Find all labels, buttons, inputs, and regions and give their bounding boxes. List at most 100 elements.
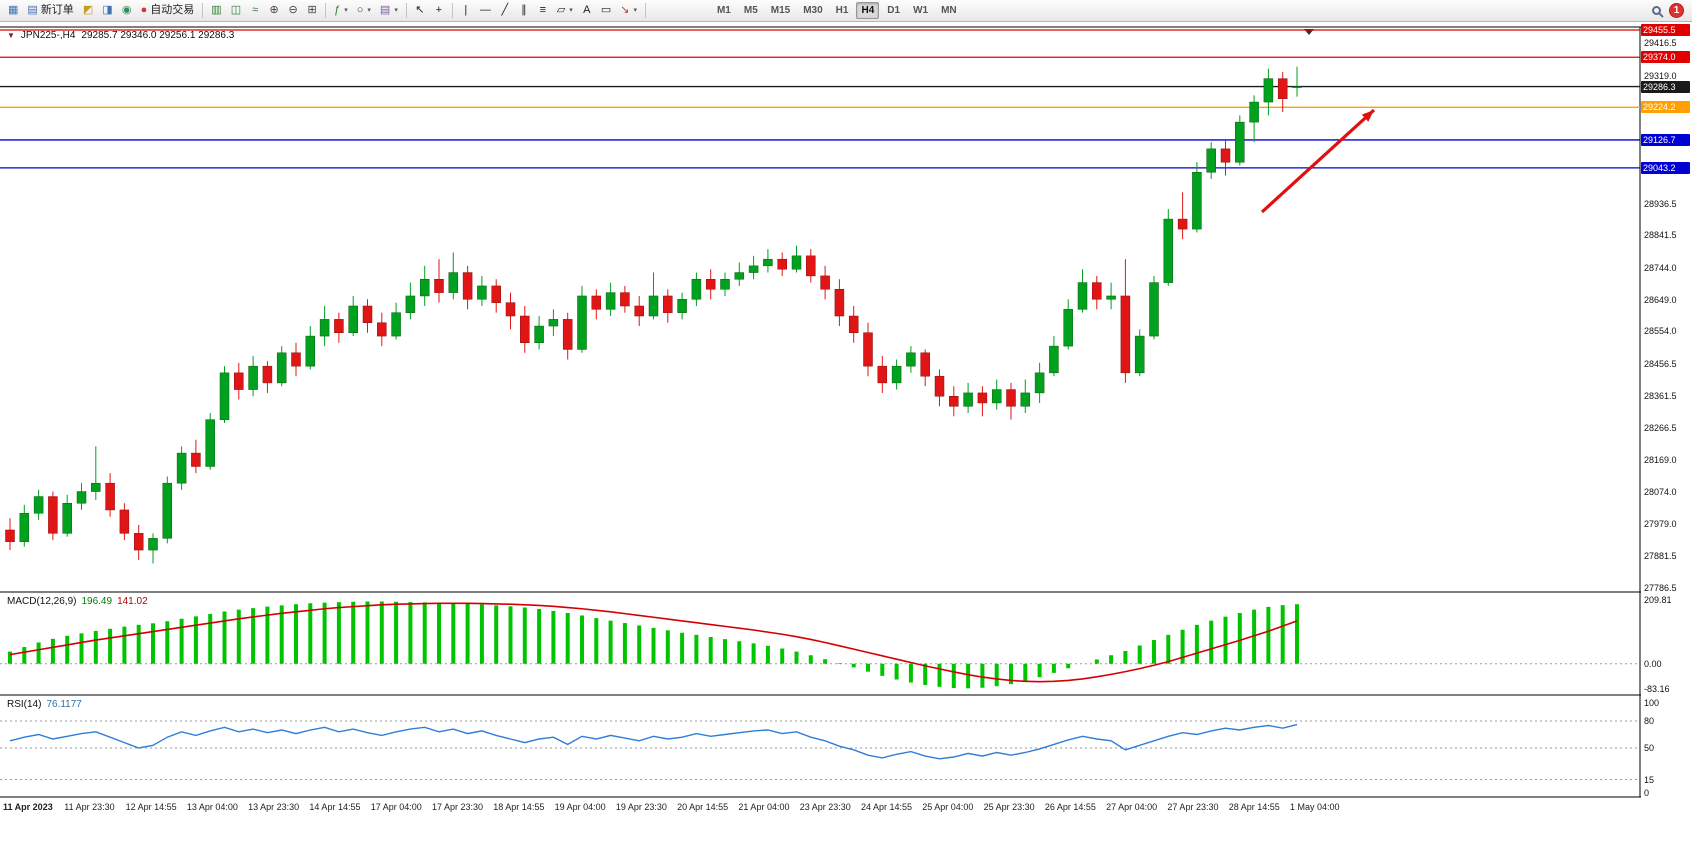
autotrading-button[interactable]: ● 自动交易 (137, 2, 199, 20)
market-watch-icon: ◩ (82, 4, 94, 16)
time-label: 27 Apr 04:00 (1106, 802, 1158, 812)
text-button[interactable]: A (578, 2, 596, 20)
horizontal-line-icon: ― (479, 4, 491, 16)
timeframe-M15[interactable]: M15 (770, 5, 791, 16)
price-scale[interactable]: 29416.5 29319.0 28936.5 28841.5 28744.0 28649… (1641, 22, 1692, 850)
time-label: 17 Apr 04:00 (370, 802, 422, 812)
vertical-line-button[interactable]: | (457, 2, 475, 20)
macd-indicator-label: MACD(12,26,9) 196.49 141.02 (7, 596, 148, 607)
trend-arrow[interactable] (1260, 108, 1376, 214)
rsi-indicator-label: RSI(14) 76.1177 (7, 699, 82, 710)
tile-windows-button[interactable]: ⊞ (303, 2, 321, 20)
toolbar: ▦ ▤ 新订单 ◩ ◨ ◉ ● 自动交易 ▥ ◫ ≈ ⊕ ⊖ ⊞ ƒ ▾ ○ ▾ ▤ ▾ ↖ + | ― ╱ ∥ ≡ ▱ ▾ A ▭ ↘ ▾ M1… (0, 0, 1692, 22)
horizontal-line-button[interactable]: ― (476, 2, 495, 20)
time-label: 23 Apr 23:30 (799, 802, 851, 812)
ohlc-values: 29285.7 29346.0 29256.1 29286.3 (81, 30, 235, 41)
price-tag: 29455.5 (1641, 24, 1690, 36)
timeframe-H4[interactable]: H4 (856, 2, 880, 19)
data-window-button[interactable]: ◨ (98, 2, 116, 20)
channel-icon: ∥ (521, 4, 527, 16)
line-chart-button[interactable]: ≈ (246, 2, 264, 20)
zoom-in-button[interactable]: ⊕ (265, 2, 283, 20)
line-chart-icon: ≈ (252, 4, 259, 16)
symbol-info: ▼ JPN225-,H4 29285.7 29346.0 29256.1 292… (7, 30, 234, 41)
candles-layer (5, 66, 1302, 564)
time-label: 26 Apr 14:55 (1044, 802, 1096, 812)
price-tick: 28554.0 (1644, 326, 1677, 337)
price-tick: 28361.5 (1644, 390, 1677, 401)
new-chart-icon: ▦ (8, 4, 19, 16)
channel-button[interactable]: ∥ (515, 2, 533, 20)
timeframe-W1[interactable]: W1 (913, 5, 929, 16)
new-order-icon: ▤ (27, 4, 38, 16)
navigator-button[interactable]: ◉ (118, 2, 136, 20)
candlestick-chart-button[interactable]: ◫ (227, 2, 245, 20)
horizontal-lines (0, 29, 1640, 169)
market-watch-button[interactable]: ◩ (79, 2, 97, 20)
zoom-out-button[interactable]: ⊖ (284, 2, 302, 20)
timeframe-D1[interactable]: D1 (887, 5, 901, 16)
timeframe-M1[interactable]: M1 (716, 5, 731, 16)
toolbar-separator (202, 3, 204, 18)
price-tick: 28649.0 (1644, 294, 1677, 305)
fibonacci-button[interactable]: ≡ (534, 2, 552, 20)
time-label: 18 Apr 14:55 (493, 802, 545, 812)
bars-chart-button[interactable]: ▥ (207, 2, 225, 20)
fibonacci-icon: ≡ (539, 4, 547, 16)
price-tick: 28456.5 (1644, 358, 1677, 369)
shapes-icon: ▱ (556, 4, 566, 16)
search-icon[interactable] (1652, 6, 1661, 15)
rsi-axis-label: 15 (1644, 774, 1655, 785)
time-label: 19 Apr 23:30 (615, 802, 667, 812)
timeframe-MN[interactable]: MN (941, 5, 957, 16)
tile-windows-icon: ⊞ (307, 4, 317, 16)
price-tick: 28841.5 (1644, 230, 1677, 241)
time-label: 13 Apr 04:00 (186, 802, 238, 812)
time-label: 25 Apr 04:00 (922, 802, 974, 812)
periods-button[interactable]: ○ ▾ (353, 2, 375, 20)
chevron-down-icon: ▾ (633, 7, 637, 14)
macd-axis-max: 209.81 (1644, 595, 1672, 605)
rsi-axis-label: 0 (1644, 788, 1650, 798)
time-label: 11 Apr 23:30 (64, 802, 115, 812)
arrows-icon: ↘ (620, 4, 630, 16)
indicators-button[interactable]: ƒ ▾ (330, 2, 352, 20)
timeframe-H1[interactable]: H1 (835, 5, 849, 16)
chevron-down-icon: ▾ (344, 7, 348, 14)
shapes-button[interactable]: ▱ ▾ (553, 2, 577, 20)
time-label: 13 Apr 23:30 (248, 802, 300, 812)
new-chart-button[interactable]: ▦ (4, 2, 22, 20)
cursor-button[interactable]: ↖ (411, 2, 429, 20)
timeframe-M5[interactable]: M5 (743, 5, 758, 16)
price-tick: 29416.5 (1644, 38, 1677, 49)
cursor-icon: ↖ (415, 4, 425, 16)
trendline-button[interactable]: ╱ (496, 2, 514, 20)
price-tag: 29126.7 (1641, 133, 1690, 146)
price-tick: 29319.0 (1644, 70, 1677, 81)
text-label-button[interactable]: ▭ (597, 2, 615, 20)
toolbar-separator (451, 3, 453, 18)
crosshair-button[interactable]: + (430, 2, 448, 20)
chart-dropdown-icon[interactable]: ▼ (7, 31, 15, 40)
time-label: 27 Apr 23:30 (1167, 802, 1219, 812)
macd-axis-zero: 0.00 (1644, 658, 1662, 669)
time-label: 11 Apr 2023 (3, 802, 53, 812)
price-tick: 28169.0 (1644, 455, 1677, 466)
candlestick-chart-icon: ◫ (230, 4, 242, 16)
time-axis[interactable]: 11 Apr 2023 11 Apr 23:30 12 Apr 14:55 13 Ap… (0, 799, 1640, 817)
new-order-button[interactable]: ▤ 新订单 (23, 2, 77, 20)
notification-badge[interactable]: 1 (1669, 3, 1684, 18)
price-tick: 27881.5 (1644, 551, 1677, 562)
macd-axis-min: -83.16 (1644, 684, 1670, 694)
chevron-down-icon: ▾ (394, 7, 398, 14)
templates-button[interactable]: ▤ ▾ (376, 2, 402, 20)
templates-icon: ▤ (379, 4, 391, 16)
timeframe-M30[interactable]: M30 (803, 5, 823, 16)
vertical-line-icon: | (464, 4, 468, 16)
arrows-button[interactable]: ↘ ▾ (616, 2, 641, 20)
data-window-icon: ◨ (102, 4, 113, 16)
time-label: 21 Apr 04:00 (738, 802, 790, 812)
autotrading-button-label: 自动交易 (150, 4, 195, 16)
price-chart[interactable] (0, 22, 1692, 850)
